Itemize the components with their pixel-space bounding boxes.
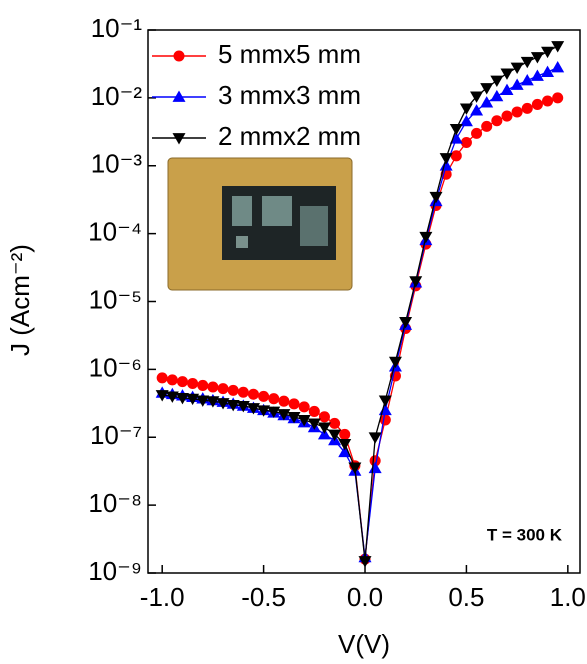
data-point	[177, 376, 188, 387]
legend-marker	[173, 50, 184, 61]
x-tick-label: -1.0	[140, 582, 185, 612]
data-point	[430, 192, 443, 203]
pad	[236, 236, 248, 248]
x-tick-label: 1.0	[550, 582, 586, 612]
legend-label: 2 mmx2 mm	[218, 121, 361, 151]
data-point	[451, 150, 462, 161]
data-point	[480, 96, 493, 107]
data-point	[491, 115, 502, 126]
data-point	[461, 137, 472, 148]
legend-label: 5 mmx5 mm	[218, 39, 361, 69]
data-point	[218, 383, 229, 394]
data-point	[258, 391, 269, 402]
pad	[262, 196, 292, 226]
data-point	[471, 128, 482, 139]
data-point	[531, 70, 544, 81]
data-point	[440, 153, 453, 164]
y-tick-label: 10⁻²	[91, 81, 143, 111]
data-point	[389, 357, 402, 368]
legend-marker	[173, 91, 186, 102]
data-point	[308, 419, 321, 430]
data-point	[197, 380, 208, 391]
x-tick-label: 0.0	[347, 582, 383, 612]
data-point	[481, 121, 492, 132]
data-point	[500, 68, 513, 79]
data-point	[512, 106, 523, 117]
data-point	[552, 92, 563, 103]
chart: J (Acm⁻²) V(V) T = 300 K 10⁻⁹ 10⁻⁸ 10⁻⁷ 10⁻…	[0, 0, 587, 664]
y-tick-label: 10⁻⁹	[88, 556, 142, 586]
data-point	[248, 389, 259, 400]
data-point	[339, 429, 350, 440]
data-point	[522, 103, 533, 114]
page: J (Acm⁻²) V(V) T = 300 K 10⁻⁹ 10⁻⁸ 10⁻⁷ 10⁻…	[0, 0, 587, 664]
y-tick-label: 10⁻⁴	[88, 217, 142, 247]
data-point	[207, 381, 218, 392]
x-tick-label: -0.5	[241, 582, 286, 612]
data-point	[490, 90, 503, 101]
data-point	[542, 95, 553, 106]
y-tick-label: 10⁻¹	[91, 13, 143, 43]
pad	[300, 206, 328, 246]
data-point	[501, 111, 512, 122]
data-point	[167, 374, 178, 385]
pad	[232, 196, 252, 226]
x-axis-label: V(V)	[338, 629, 390, 659]
data-point	[319, 411, 330, 422]
data-point	[532, 99, 543, 110]
data-point	[329, 418, 340, 429]
y-tick-label: 10⁻⁵	[89, 284, 142, 314]
y-tick-label: 10⁻⁷	[90, 420, 142, 450]
data-point	[460, 104, 473, 115]
y-tick-label: 10⁻⁶	[89, 352, 142, 382]
data-point	[511, 63, 524, 74]
y-axis-label: J (Acm⁻²)	[5, 244, 35, 356]
legend-marker	[173, 133, 186, 144]
legend-label: 3 mmx3 mm	[218, 80, 361, 110]
y-tick-label: 10⁻³	[91, 149, 143, 179]
data-point	[278, 396, 289, 407]
data-point	[238, 387, 249, 398]
data-point	[450, 124, 463, 135]
data-point	[289, 398, 300, 409]
data-point	[490, 76, 503, 87]
data-point	[521, 57, 534, 68]
annotation: T = 300 K	[487, 525, 563, 544]
inset-photo	[168, 158, 352, 290]
data-point	[157, 372, 168, 383]
data-point	[551, 61, 564, 72]
data-point	[228, 385, 239, 396]
x-tick-label: 0.5	[448, 582, 484, 612]
y-tick-label: 10⁻⁸	[88, 488, 142, 518]
data-point	[470, 104, 483, 115]
data-point	[187, 378, 198, 389]
data-point	[268, 393, 279, 404]
data-point	[299, 401, 310, 412]
